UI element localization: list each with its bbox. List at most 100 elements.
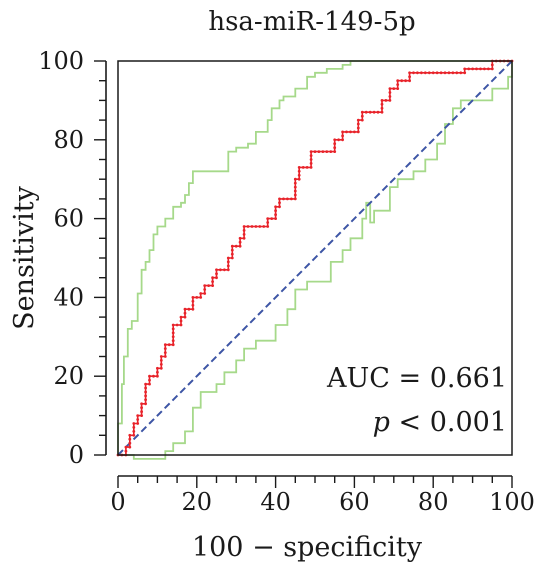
roc-point [187, 307, 191, 311]
roc-point [384, 99, 388, 102]
roc-point [140, 410, 144, 414]
roc-point [309, 158, 313, 161]
roc-point [191, 303, 195, 307]
roc-point [278, 201, 281, 205]
roc-point [337, 138, 340, 142]
roc-point [317, 150, 321, 154]
roc-point [215, 268, 218, 272]
roc-point [128, 433, 132, 437]
roc-point [199, 292, 203, 295]
roc-point [380, 110, 384, 114]
roc-point [223, 268, 226, 272]
roc-point [195, 296, 199, 299]
roc-point [293, 185, 297, 189]
roc-point [144, 390, 148, 394]
roc-point [349, 130, 352, 134]
roc-point [226, 260, 230, 264]
roc-point [266, 217, 270, 221]
roc-point [309, 150, 313, 154]
roc-point [124, 449, 128, 453]
roc-point [211, 276, 215, 280]
roc-point [136, 418, 140, 421]
roc-point [274, 205, 277, 209]
roc-point [475, 67, 478, 71]
roc-point [309, 154, 313, 158]
roc-point [199, 296, 203, 299]
x-tick-label: 20 [182, 488, 213, 516]
roc-point [171, 335, 175, 339]
roc-point [290, 197, 293, 201]
roc-point [230, 256, 234, 260]
roc-point [376, 110, 380, 114]
roc-point [297, 177, 301, 181]
roc-point [171, 331, 175, 335]
roc-point [333, 146, 337, 150]
roc-point [203, 288, 207, 291]
p-value-annotation: p < 0.001 [373, 407, 507, 438]
y-tick-label: 40 [53, 283, 84, 311]
roc-point [309, 166, 313, 169]
roc-point [341, 134, 344, 138]
roc-point [191, 296, 195, 299]
roc-point [408, 71, 411, 75]
roc-point [211, 284, 215, 287]
roc-point [487, 67, 490, 71]
chart-title: hsa-miR-149-5p [208, 7, 415, 37]
x-tick-label: 100 [489, 488, 535, 516]
roc-point [408, 75, 411, 79]
roc-point [293, 189, 297, 193]
roc-point [230, 244, 234, 248]
roc-point [479, 67, 482, 71]
roc-point [132, 433, 136, 437]
roc-point [278, 197, 281, 201]
roc-point [360, 110, 364, 114]
roc-point [293, 193, 297, 197]
roc-point [282, 197, 285, 201]
roc-point [333, 142, 337, 146]
roc-point [219, 268, 222, 272]
roc-point [356, 118, 360, 122]
roc-point [467, 67, 471, 71]
roc-point [242, 233, 246, 236]
roc-point [270, 217, 274, 221]
roc-point [175, 323, 179, 327]
roc-point [420, 71, 423, 75]
roc-point [132, 430, 136, 433]
roc-point [179, 323, 183, 327]
roc-point [226, 268, 230, 272]
roc-point [136, 414, 140, 417]
roc-point [167, 343, 171, 347]
roc-point [140, 406, 144, 410]
y-tick-label: 60 [53, 205, 84, 233]
roc-point [463, 67, 467, 71]
y-tick-label: 100 [38, 47, 84, 75]
roc-point [144, 382, 148, 386]
roc-point [266, 225, 270, 228]
roc-point [191, 307, 195, 311]
roc-point [242, 236, 246, 240]
roc-point [128, 445, 132, 449]
roc-point [156, 374, 159, 378]
roc-point [380, 99, 384, 102]
roc-point [321, 150, 325, 154]
roc-point [238, 240, 242, 244]
roc-point [293, 181, 297, 185]
roc-point [435, 71, 439, 75]
roc-point [431, 71, 435, 75]
roc-point [163, 347, 167, 350]
roc-point [211, 280, 215, 283]
roc-point [238, 236, 242, 240]
roc-point [183, 311, 187, 315]
roc-point [360, 118, 364, 122]
auc-annotation: AUC = 0.661 [326, 363, 507, 394]
roc-point [148, 378, 151, 382]
roc-point [341, 138, 344, 142]
roc-point [412, 71, 415, 75]
roc-point [483, 67, 486, 71]
p-symbol: p [373, 407, 390, 438]
roc-point [368, 110, 372, 114]
roc-point [356, 126, 360, 130]
x-tick-label: 60 [339, 488, 370, 516]
roc-point [356, 122, 360, 126]
